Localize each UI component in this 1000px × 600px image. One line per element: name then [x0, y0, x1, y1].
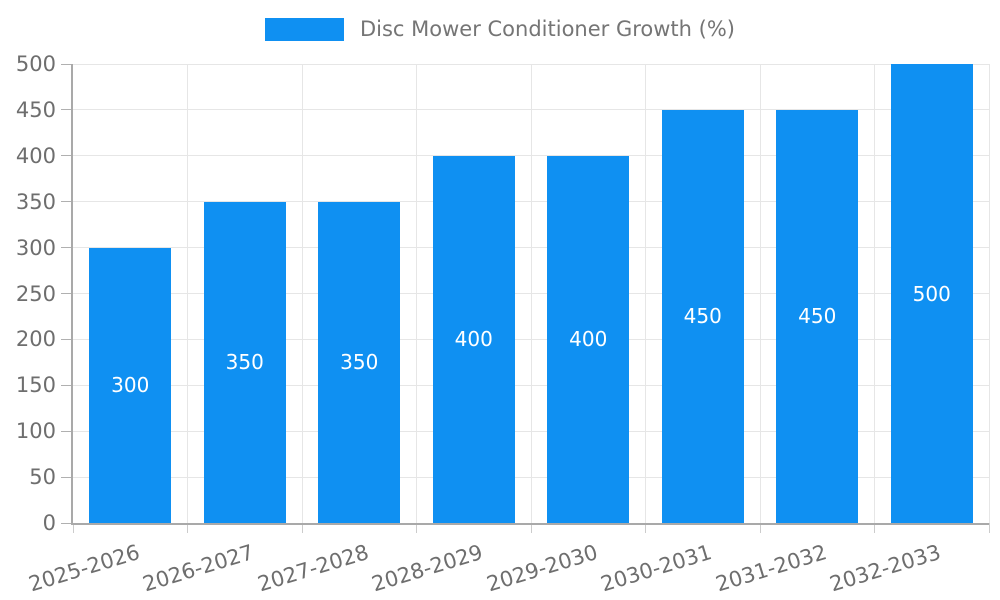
y-axis-tick [61, 247, 73, 249]
y-axis-line [71, 64, 73, 525]
x-axis-tick [645, 523, 646, 533]
x-axis-tick [301, 523, 303, 533]
gridline-vertical [874, 64, 875, 523]
bar-value-label: 400 [454, 327, 493, 352]
x-axis-label: 2031-2032 [712, 540, 830, 597]
bar-value-label: 350 [225, 350, 264, 375]
bar-2029-2030[interactable] [547, 155, 630, 523]
y-axis-label: 400 [15, 143, 56, 168]
y-axis-tick [61, 476, 73, 478]
bar-2025-2026[interactable] [89, 247, 172, 523]
y-axis-tick [61, 293, 73, 294]
y-axis-label: 0 [42, 511, 56, 535]
bar-2031-2032[interactable] [776, 109, 859, 523]
x-axis-label: 2027-2028 [254, 540, 372, 597]
y-axis-tick [61, 63, 73, 65]
gridline-vertical [187, 64, 188, 523]
x-axis-label: 2026-2027 [140, 540, 257, 597]
y-axis-label: 500 [15, 52, 56, 76]
y-axis-tick [61, 109, 73, 111]
y-axis-label: 200 [15, 327, 56, 352]
gridline-vertical [759, 64, 761, 523]
gridline-vertical [301, 64, 303, 523]
legend-label: Disc Mower Conditioner Growth (%) [359, 17, 735, 41]
x-axis-tick [874, 523, 875, 533]
y-axis-label: 300 [15, 235, 56, 260]
chart-legend[interactable]: Disc Mower Conditioner Growth (%) [0, 17, 1000, 41]
bar-2028-2029[interactable] [432, 155, 515, 523]
bar-value-label: 300 [111, 373, 150, 398]
x-axis-tick [72, 523, 74, 533]
bar-2030-2031[interactable] [661, 109, 744, 523]
y-axis-label: 350 [15, 189, 56, 214]
gridline-vertical [988, 64, 990, 523]
y-axis-tick [61, 430, 73, 432]
gridline-vertical [530, 64, 532, 523]
bar-value-label: 350 [340, 350, 379, 375]
x-axis-tick [187, 523, 188, 533]
bar-value-label: 400 [569, 327, 608, 352]
x-axis-line [71, 523, 989, 525]
gridline-vertical [645, 64, 646, 523]
y-axis-label: 250 [15, 281, 56, 306]
y-axis-label: 50 [29, 465, 56, 490]
bar-2027-2028[interactable] [318, 201, 401, 523]
x-axis-label: 2025-2026 [25, 540, 143, 597]
y-axis-label: 100 [15, 419, 56, 444]
x-axis-label: 2032-2033 [827, 540, 944, 597]
y-axis-label: 450 [15, 97, 56, 122]
y-axis-tick [61, 201, 73, 203]
y-axis-label: 150 [15, 373, 56, 398]
bar-value-label: 450 [683, 304, 722, 329]
gridline-vertical [416, 64, 417, 523]
x-axis-tick [988, 523, 990, 533]
x-axis-label: 2029-2030 [483, 540, 601, 597]
y-axis-tick [61, 522, 73, 524]
bar-value-label: 500 [912, 281, 951, 306]
bar-2032-2033[interactable] [890, 64, 973, 523]
bar-value-label: 450 [798, 304, 837, 329]
y-axis-tick [61, 384, 73, 386]
y-axis-tick [61, 155, 73, 157]
bar-2026-2027[interactable] [203, 201, 286, 523]
x-axis-tick [759, 523, 761, 533]
legend-swatch-icon [264, 17, 344, 41]
x-axis-label: 2028-2029 [369, 540, 486, 597]
x-axis-tick [416, 523, 417, 533]
x-axis-label: 2030-2031 [598, 540, 715, 597]
x-axis-tick [530, 523, 532, 533]
y-axis-tick [61, 338, 73, 340]
